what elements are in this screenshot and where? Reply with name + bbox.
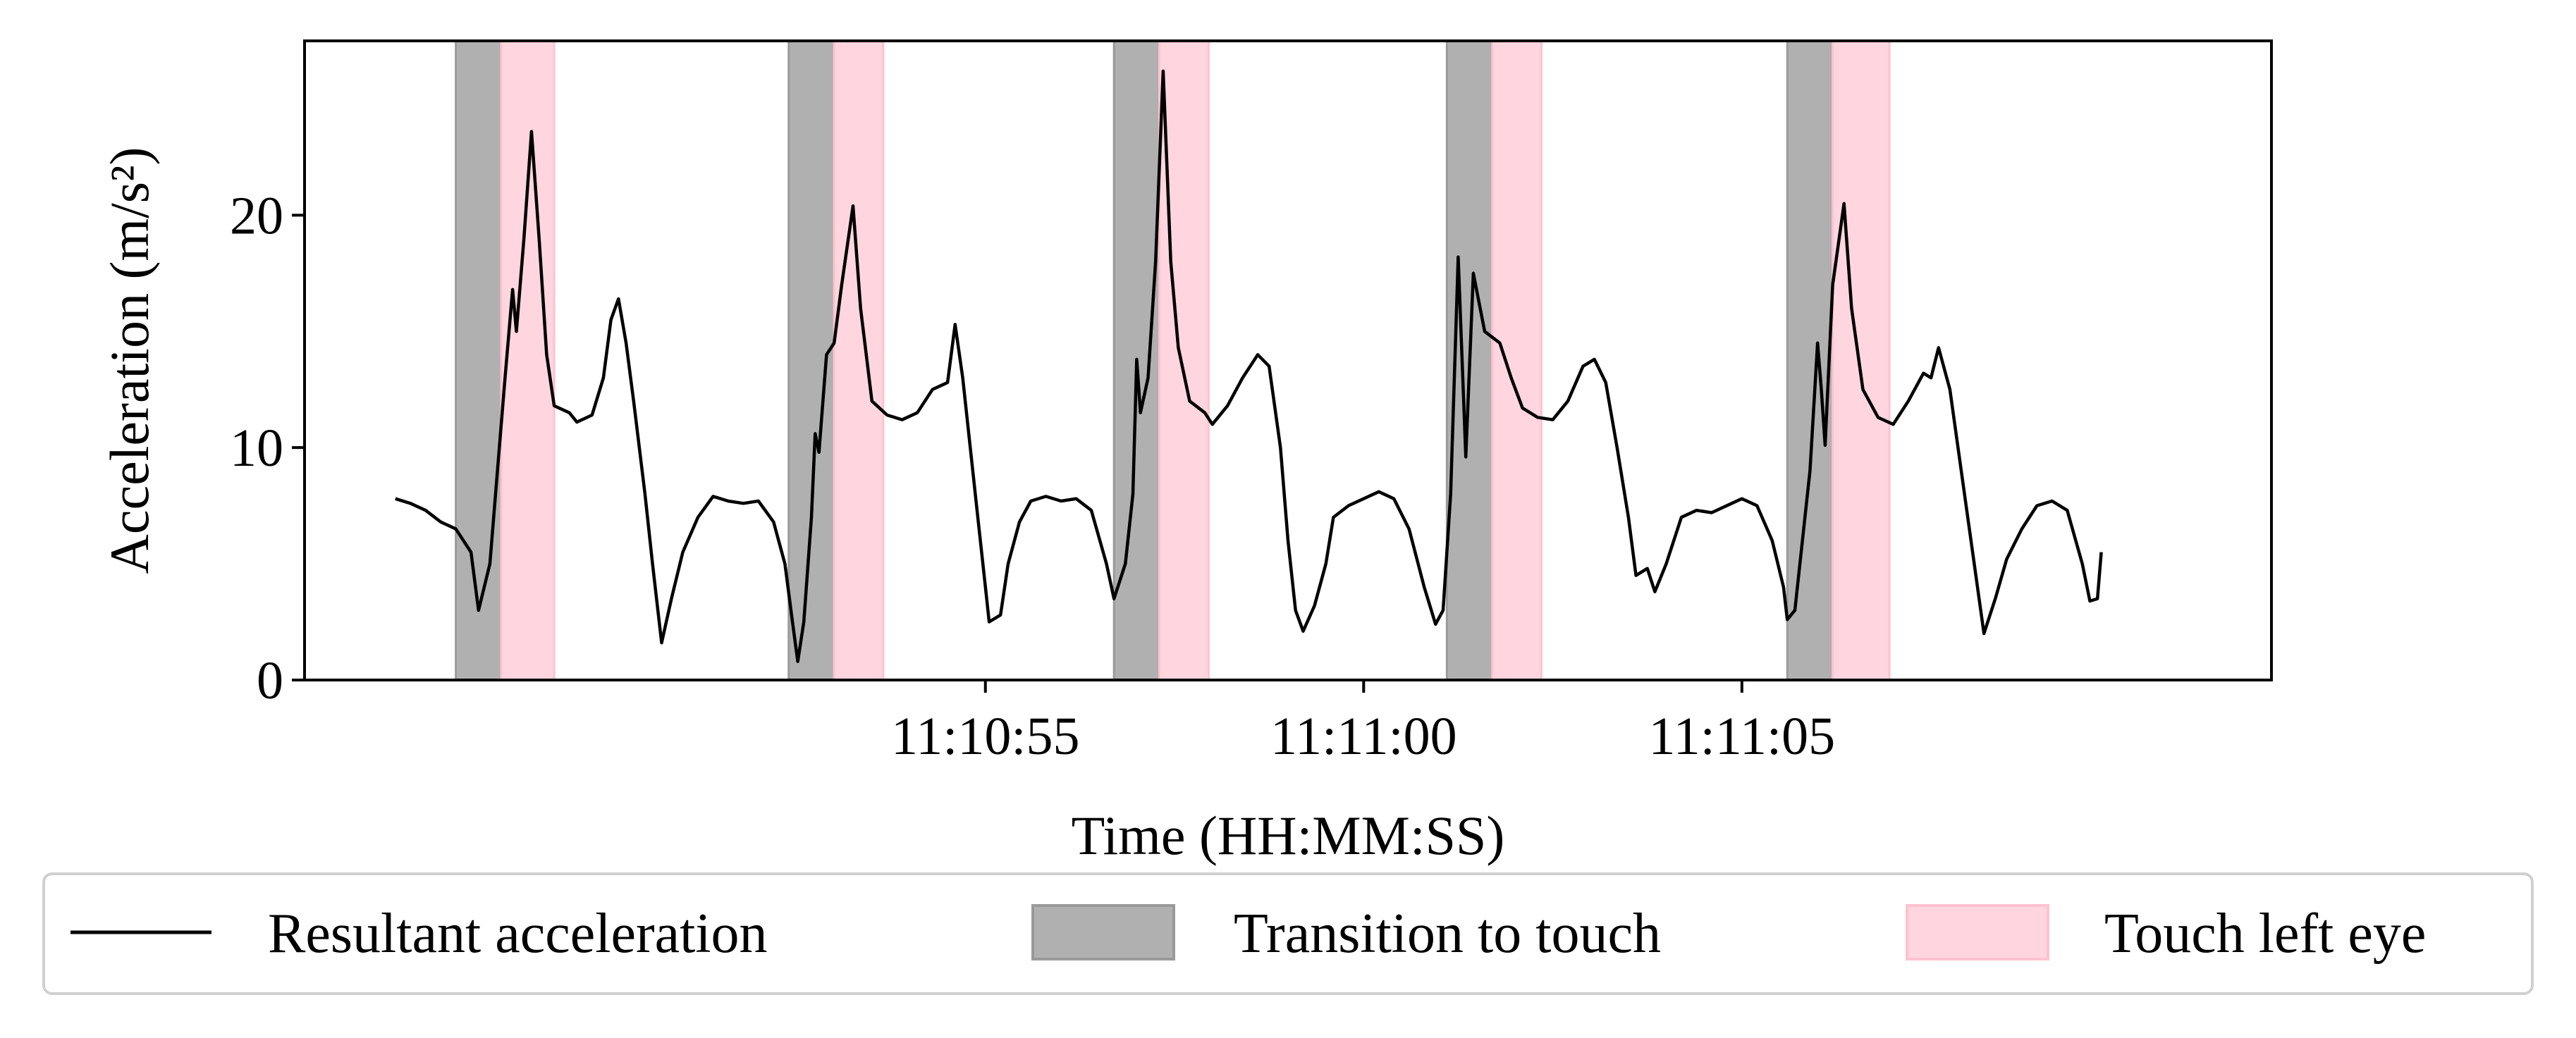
- x-axis-title: Time (HH:MM:SS): [1072, 805, 1505, 866]
- x-tick-label: 11:10:55: [891, 707, 1079, 766]
- transition-band-5: [1786, 39, 1834, 681]
- legend-label: Resultant acceleration: [268, 903, 768, 965]
- y-tick-label: 0: [257, 651, 283, 710]
- x-axis: 11:10:55 11:11:00 11:11:05: [891, 680, 1835, 766]
- legend-patch-swatch: [1906, 904, 2049, 960]
- y-axis-title: Acceleration (m/s²): [99, 147, 160, 574]
- legend: Resultant acceleration Transition to touc…: [42, 872, 2534, 995]
- y-tick-label: 20: [230, 186, 283, 245]
- x-tick-label: 11:11:05: [1649, 707, 1836, 766]
- legend-box: [42, 872, 2534, 995]
- series-line-resultant-acceleration: [395, 69, 2103, 663]
- transition-band-1: [455, 39, 503, 681]
- x-tick-label: 11:11:00: [1270, 707, 1457, 766]
- plot-frame: [303, 39, 2273, 681]
- legend-patch-swatch: [1031, 904, 1175, 960]
- touch-band-2: [833, 39, 885, 681]
- touch-band-4: [1491, 39, 1542, 681]
- shaded-bands: [455, 39, 1891, 681]
- legend-label: Transition to touch: [1234, 903, 1661, 965]
- y-axis: 0 10 20: [230, 186, 305, 710]
- series-layer: [395, 69, 2103, 663]
- touch-band-1: [500, 39, 556, 681]
- touch-band-5: [1832, 39, 1891, 681]
- y-tick-label: 10: [230, 419, 283, 478]
- legend-label: Touch left eye: [2104, 903, 2426, 965]
